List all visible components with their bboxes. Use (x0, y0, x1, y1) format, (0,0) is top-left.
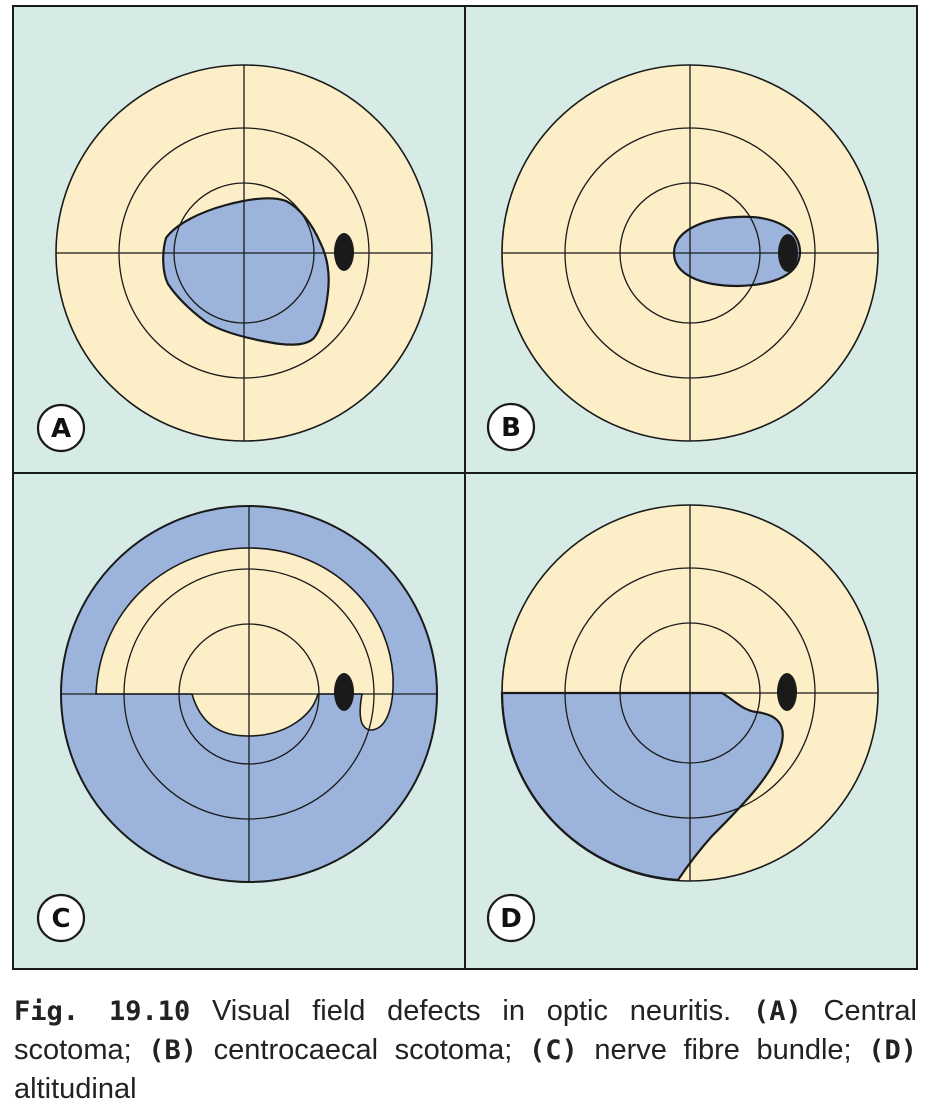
figure: A B C D (12, 5, 918, 970)
caption-label-c: (C) (528, 1035, 578, 1066)
caption-label-b: (B) (148, 1035, 198, 1066)
panel-label: A (51, 414, 71, 444)
caption-text-b: centrocaecal scotoma; (197, 1034, 529, 1066)
panel-a: A (36, 64, 433, 453)
caption-text: Visual field defects in optic neuritis. (190, 995, 753, 1027)
centrocaecal-scotoma (672, 215, 802, 288)
altitudinal-defect (500, 691, 784, 882)
panel-label-badge (36, 893, 86, 943)
figure-caption: Fig. 19.10 Visual field defects in optic… (14, 992, 917, 1108)
panel-label: C (51, 904, 70, 934)
panel-label: B (501, 413, 521, 443)
caption-text-c: nerve fibre bundle; (577, 1034, 869, 1066)
panel-c: C (36, 505, 438, 943)
panel-label-badge (486, 402, 536, 452)
figure-number: Fig. 19.10 (14, 996, 191, 1027)
panel-label-badge (486, 893, 536, 943)
blind-spot (334, 673, 354, 711)
visual-field-diagram: A B C D (12, 5, 918, 970)
blind-spot (334, 233, 354, 271)
caption-text-d: altitudinal (14, 1073, 137, 1105)
panel-label-badge (36, 403, 86, 453)
caption-text-a: Central scotoma; (14, 995, 917, 1066)
blind-spot (778, 234, 798, 272)
caption-label-a: (A) (752, 996, 802, 1027)
blind-spot (777, 673, 797, 711)
caption-label-d: (D) (868, 1035, 917, 1066)
panel-label: D (500, 904, 522, 934)
panel-b: B (486, 64, 879, 452)
panel-d: D (486, 504, 879, 943)
